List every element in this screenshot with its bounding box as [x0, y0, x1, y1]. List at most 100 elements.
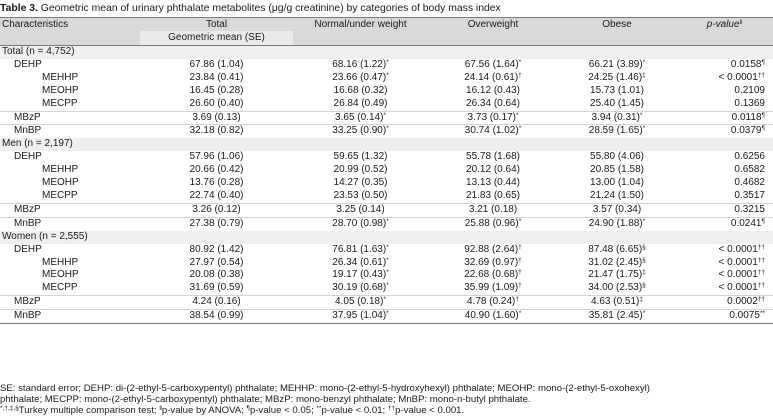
cell-obese: 87.48 (6.65)§ [558, 244, 676, 257]
cell-obese: 34.00 (2.53)§ [558, 282, 676, 295]
cell-pvalue: 0.3517 [676, 190, 773, 203]
cell-pvalue: < 0.0001†† [676, 244, 773, 257]
cell-obese [558, 230, 676, 244]
cell-value: 25.88 (0.96) [464, 217, 519, 229]
header-geometric-mean: Geometric mean (SE) [140, 31, 293, 46]
footnote-sup-c: ¶ [246, 405, 251, 413]
cell-obese: 20.85 (1.58) [558, 164, 676, 177]
cell-marker: †† [757, 256, 765, 264]
cell-overweight [428, 45, 558, 59]
cell-marker: * [386, 269, 389, 277]
cell-value: 26.60 (0.40) [189, 97, 244, 109]
cell-value: 40.90 (1.60) [464, 310, 519, 322]
cell-value: 76.81 (1.63) [332, 243, 387, 255]
cell-total: 26.60 (0.40) [140, 98, 293, 111]
row-label: DEHP [14, 243, 42, 255]
cell-value: 87.48 (6.65) [588, 243, 643, 255]
cell-obese: 24.90 (1.88)* [558, 216, 676, 231]
cell-total: 32.18 (0.82) [140, 124, 293, 139]
header-pvalue-sup: ǁ [739, 19, 743, 26]
cell-value: 92.88 (2.64) [464, 243, 519, 255]
table-row: MEHHP 20.66 (0.42) 20.99 (0.52) 20.12 (0.64… [0, 164, 773, 177]
cell-value: 35.81 (2.45) [588, 310, 643, 322]
table-row: MBzP 3.69 (0.13) 3.65 (0.14)* 3.73 (0.17)* 3… [0, 110, 773, 125]
cell-value: < 0.0001 [718, 269, 758, 281]
row-label: MEHHP [42, 164, 79, 176]
cell-normal: 3.25 (0.14) [293, 202, 428, 218]
footnote-sup-d: ** [316, 405, 322, 413]
cell-pvalue: < 0.0001†† [676, 282, 773, 295]
cell-total: 67.86 (1.04) [140, 59, 293, 72]
cell-total: 27.38 (0.79) [140, 216, 293, 231]
table-row: DEHP 80.92 (1.42) 76.81 (1.63)* 92.88 (2.64… [0, 244, 773, 257]
cell-normal: 19.17 (0.43)* [293, 269, 428, 282]
cell-value: 33.25 (0.90) [332, 125, 387, 137]
header-total: Total [140, 17, 293, 31]
row-label: MEOHP [42, 269, 79, 281]
footnote-text-b: p-value by ANOVA; [161, 405, 247, 417]
cell-total: 16.45 (0.28) [140, 85, 293, 98]
cell-pvalue: 0.0379¶ [676, 124, 773, 139]
cell-overweight: 16.12 (0.43) [428, 85, 558, 98]
footnote-line-1: SE: standard error; DEHP: di-(2-ethyl-5-… [0, 383, 650, 394]
header-characteristics: Characteristics [0, 17, 140, 46]
cell-marker: * [386, 310, 389, 318]
cell-total: 23.84 (0.41) [140, 72, 293, 85]
cell-normal [293, 230, 428, 244]
footnote-text-e: p-value < 0.001. [395, 405, 465, 417]
cell-marker: * [642, 310, 646, 318]
cell-marker: * [386, 217, 389, 225]
cell-obese: 31.02 (2.45)§ [558, 257, 676, 270]
cell-normal: 68.16 (1.22)* [293, 59, 428, 72]
cell-marker: ¶ [761, 125, 766, 133]
cell-normal: 3.65 (0.14)* [293, 110, 428, 125]
cell-marker: †† [757, 269, 765, 277]
header-pvalue: p-valueǁ [676, 17, 773, 31]
cell-total: 4.24 (0.16) [140, 295, 293, 310]
cell-pvalue: 0.6256 [676, 151, 773, 164]
cell-value: 30.19 (0.68) [332, 282, 387, 294]
cell-normal: 37.95 (1.04)* [293, 309, 428, 325]
table-row: MECPP 31.69 (0.59) 30.19 (0.68)* 35.99 (1.0… [0, 282, 773, 295]
cell-value: 26.34 (0.61) [332, 256, 387, 268]
cell-overweight: 32.69 (0.97)† [428, 257, 558, 270]
cell-marker: ¶ [761, 58, 766, 66]
cell-marker: †† [757, 71, 765, 79]
cell-value: 27.97 (0.54) [189, 256, 244, 268]
cell-pvalue: 0.6582 [676, 164, 773, 177]
cell-value: 16.12 (0.43) [466, 84, 520, 96]
section-label: Total (n = 4,752) [0, 45, 140, 59]
cell-value: 0.6582 [734, 164, 765, 176]
row-label: MnBP [0, 309, 140, 325]
row-label: DEHP [14, 151, 42, 163]
footnote-line-2: phthalate; MECPP: mono-(2-ethyl-5-carbox… [0, 394, 531, 406]
table-row: MBzP 3.26 (0.12) 3.25 (0.14) 3.21 (0.18) 3.5… [0, 202, 773, 218]
cell-value: 26.84 (0.49) [333, 97, 388, 109]
cell-marker: * [518, 58, 522, 66]
cell-value: 55.80 (4.06) [590, 151, 644, 163]
cell-value: 3.57 (0.34) [592, 203, 642, 215]
cell-normal: 33.25 (0.90)* [293, 124, 428, 139]
cell-value: 3.21 (0.18) [468, 203, 518, 215]
cell-overweight: 22.68 (0.68)† [428, 269, 558, 282]
cell-total: 31.69 (0.59) [140, 282, 293, 295]
cell-overweight: 30.74 (1.02)* [428, 124, 558, 139]
cell-normal [293, 45, 428, 59]
cell-value: 0.0118 [731, 111, 762, 123]
cell-normal: 30.19 (0.68)* [293, 282, 428, 295]
header-normal: Normal/under weight [293, 17, 428, 31]
cell-marker: * [515, 111, 519, 119]
cell-pvalue: 0.0118¶ [676, 110, 773, 125]
cell-normal: 20.99 (0.52) [293, 164, 428, 177]
cell-pvalue: 0.3215 [676, 202, 773, 218]
table-body: Total (n = 4,752) DEHP 67.86 (1.04) 68.16 (… [0, 45, 773, 325]
cell-value: 20.99 (0.52) [333, 164, 388, 176]
table-row: MECPP 22.74 (0.40) 23.53 (0.50) 21.83 (0.65… [0, 190, 773, 203]
table-row: DEHP 67.86 (1.04) 68.16 (1.22)* 67.56 (1.64… [0, 59, 773, 72]
cell-value: 3.26 (0.12) [192, 203, 241, 215]
cell-normal: 14.27 (0.35) [293, 177, 428, 190]
cell-total: 57.96 (1.06) [140, 151, 293, 164]
footnotes: SE: standard error; DEHP: di-(2-ethyl-5-… [0, 383, 770, 417]
cell-normal: 16.68 (0.32) [293, 85, 428, 98]
cell-overweight: 24.14 (0.61)† [428, 72, 558, 85]
